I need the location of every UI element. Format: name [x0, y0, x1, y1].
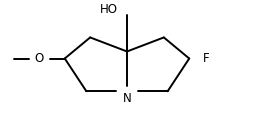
Text: F: F	[203, 52, 210, 65]
Text: N: N	[123, 92, 131, 105]
Text: HO: HO	[100, 3, 118, 16]
Text: O: O	[35, 52, 44, 65]
